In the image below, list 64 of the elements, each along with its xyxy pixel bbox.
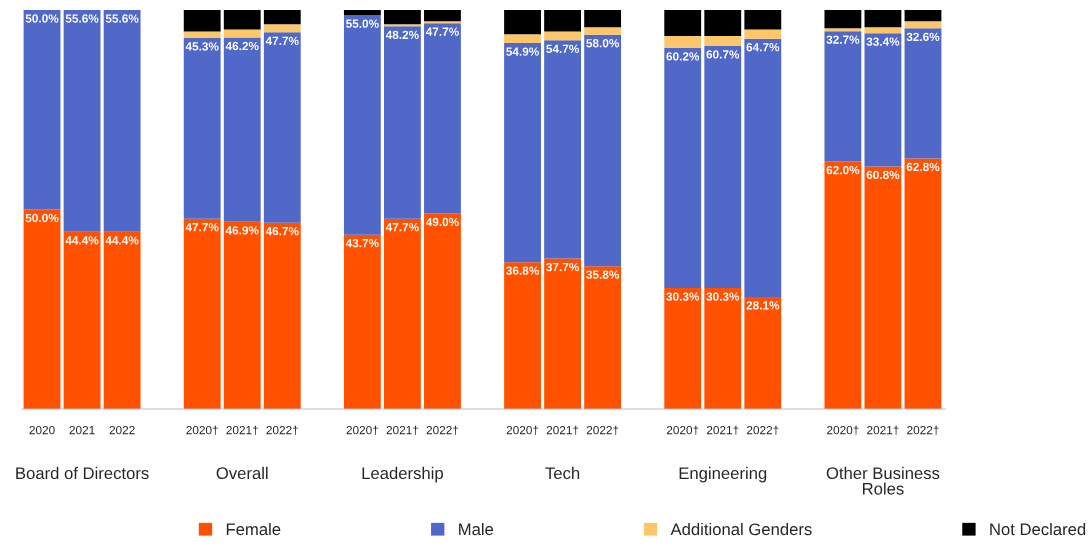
data-label: 60.2%	[666, 52, 700, 61]
legend-label: Additional Genders	[670, 522, 812, 536]
text: Tech	[545, 466, 580, 480]
x-tick-label: 2020†	[346, 425, 378, 436]
text: Board of Directors	[16, 466, 149, 480]
data-label: 55.0%	[346, 19, 379, 28]
x-tick-label: 2021†	[226, 425, 258, 436]
data-label: 33.4%	[866, 37, 900, 46]
data-label: 55.6%	[65, 14, 99, 23]
x-tick-label: 2020†	[506, 425, 539, 436]
data-label: 47.7%	[425, 27, 459, 36]
data-label: 32.6%	[906, 32, 940, 42]
data-label: 54.7%	[546, 44, 580, 53]
x-tick-label: 2021†	[867, 425, 899, 436]
x-tick-label: 2021	[69, 425, 95, 435]
data-label: 58.0%	[586, 39, 620, 48]
data-label: 43.7%	[345, 238, 379, 248]
data-label: 46.7%	[265, 226, 299, 236]
x-tick-label: 2021†	[546, 425, 579, 436]
data-label: 45.3%	[185, 42, 219, 51]
data-label: 49.0%	[425, 217, 459, 227]
x-tick-label: 2021†	[706, 425, 739, 436]
x-tick-label: 2022†	[426, 425, 459, 436]
data-label: 46.2%	[225, 41, 259, 51]
text: Engineering	[679, 466, 767, 483]
data-label: 44.4%	[65, 236, 99, 245]
text: Other Business Roles	[826, 466, 940, 495]
data-label: 35.8%	[586, 270, 620, 279]
legend-label: Male	[459, 522, 494, 536]
data-label: 54.9%	[506, 47, 539, 56]
x-tick-label: 2022†	[907, 425, 939, 436]
data-label: 48.2%	[385, 30, 419, 40]
data-label: 50.0%	[25, 14, 59, 23]
x-tick-label: 2022†	[746, 425, 779, 436]
data-label: 30.3%	[666, 292, 700, 301]
data-label: 37.7%	[546, 262, 580, 272]
data-label: 30.3%	[706, 292, 740, 301]
data-label: 62.0%	[826, 165, 860, 175]
data-label: 47.7%	[265, 36, 299, 45]
data-label: 28.1%	[746, 301, 780, 310]
data-label: 44.4%	[105, 236, 139, 245]
data-label: 60.7%	[706, 50, 740, 59]
data-label: 47.7%	[185, 223, 219, 232]
x-tick-label: 2020†	[186, 425, 218, 436]
x-tick-label: 2022†	[586, 425, 619, 436]
data-label: 46.9%	[225, 226, 259, 235]
x-tick-label: 2022	[109, 425, 135, 435]
x-tick-label: 2021†	[386, 425, 419, 436]
data-label: 64.7%	[746, 43, 780, 52]
legend-label: Female	[226, 522, 281, 536]
data-label: 50.0%	[25, 213, 59, 223]
x-tick-label: 2020	[29, 425, 55, 435]
text: Overall	[216, 466, 268, 480]
data-label: 55.6%	[105, 14, 139, 23]
text: Leadership	[362, 466, 443, 483]
data-label: 47.7%	[385, 223, 419, 232]
data-label: 60.8%	[866, 170, 900, 180]
data-label: 32.7%	[826, 35, 860, 44]
x-tick-label: 2020†	[827, 425, 859, 436]
data-label: 36.8%	[506, 266, 539, 275]
data-label: 62.8%	[906, 162, 940, 172]
x-tick-label: 2022†	[266, 425, 298, 436]
x-tick-label: 2020†	[666, 425, 699, 436]
legend-label: Not Declared	[990, 522, 1086, 536]
